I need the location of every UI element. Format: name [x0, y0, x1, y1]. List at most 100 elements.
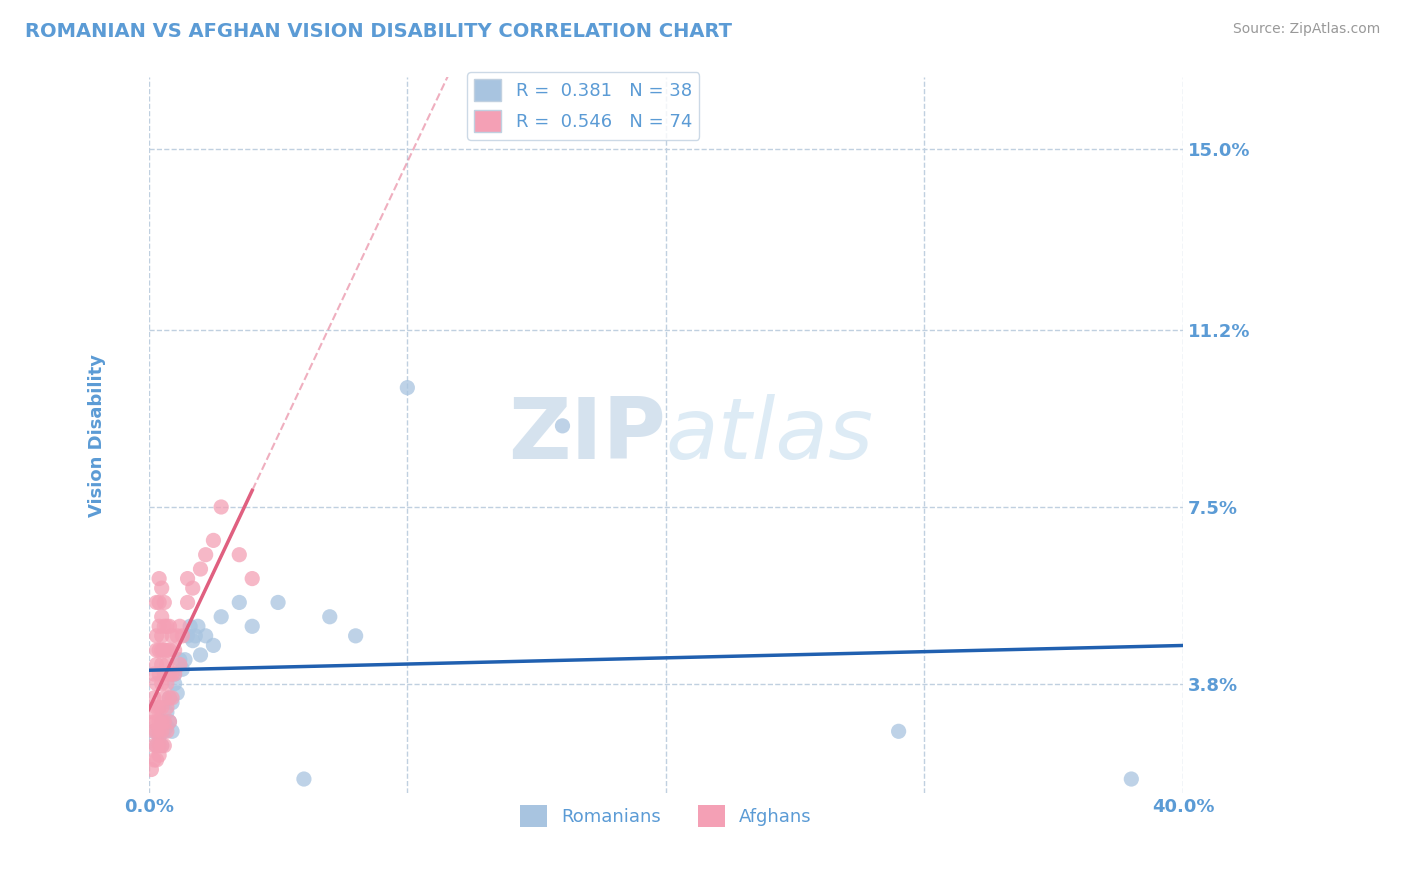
Point — [153, 619, 176, 633]
Point — [150, 643, 173, 657]
Point — [163, 676, 186, 690]
Point — [145, 739, 167, 753]
Point — [190, 648, 212, 662]
Point — [156, 700, 179, 714]
Point — [190, 562, 212, 576]
Point — [150, 700, 173, 714]
Point — [160, 696, 183, 710]
Point — [145, 629, 167, 643]
Point — [148, 619, 170, 633]
Point — [202, 639, 225, 653]
Point — [148, 739, 170, 753]
Point — [160, 667, 183, 681]
Point — [172, 629, 194, 643]
Point — [187, 619, 209, 633]
Point — [156, 705, 179, 719]
Point — [292, 772, 315, 786]
Point — [153, 595, 176, 609]
Point — [150, 739, 173, 753]
Point — [153, 643, 176, 657]
Point — [228, 548, 250, 562]
Point — [163, 643, 186, 657]
Point — [160, 629, 183, 643]
Point — [153, 724, 176, 739]
Point — [145, 657, 167, 672]
Point — [159, 714, 181, 729]
Legend: Romanians, Afghans: Romanians, Afghans — [513, 798, 818, 834]
Point — [156, 719, 179, 733]
Point — [145, 739, 167, 753]
Point — [148, 729, 170, 743]
Point — [176, 572, 198, 586]
Point — [142, 690, 165, 705]
Point — [156, 643, 179, 657]
Point — [179, 619, 201, 633]
Point — [396, 381, 419, 395]
Point — [159, 667, 181, 681]
Point — [181, 581, 204, 595]
Point — [159, 714, 181, 729]
Point — [181, 633, 204, 648]
Point — [240, 619, 263, 633]
Point — [145, 724, 167, 739]
Point — [142, 714, 165, 729]
Point — [169, 619, 191, 633]
Point — [148, 667, 170, 681]
Point — [150, 714, 173, 729]
Text: Source: ZipAtlas.com: Source: ZipAtlas.com — [1233, 22, 1381, 37]
Point — [142, 667, 165, 681]
Point — [142, 724, 165, 739]
Point — [169, 657, 191, 672]
Point — [344, 629, 367, 643]
Point — [267, 595, 290, 609]
Point — [172, 662, 194, 676]
Point — [174, 653, 197, 667]
Point — [160, 690, 183, 705]
Point — [148, 572, 170, 586]
Point — [156, 619, 179, 633]
Point — [148, 700, 170, 714]
Text: Vision Disability: Vision Disability — [89, 354, 105, 516]
Point — [150, 609, 173, 624]
Point — [1121, 772, 1143, 786]
Point — [150, 629, 173, 643]
Point — [159, 619, 181, 633]
Point — [163, 667, 186, 681]
Point — [150, 724, 173, 739]
Point — [194, 548, 217, 562]
Point — [209, 500, 232, 514]
Point — [153, 739, 176, 753]
Point — [153, 714, 176, 729]
Point — [166, 686, 188, 700]
Point — [184, 629, 207, 643]
Point — [150, 739, 173, 753]
Point — [153, 714, 176, 729]
Point — [145, 714, 167, 729]
Point — [153, 690, 176, 705]
Point — [176, 595, 198, 609]
Point — [166, 629, 188, 643]
Text: ZIP: ZIP — [508, 394, 666, 477]
Point — [150, 676, 173, 690]
Point — [159, 690, 181, 705]
Point — [145, 595, 167, 609]
Point — [142, 753, 165, 767]
Text: ROMANIAN VS AFGHAN VISION DISABILITY CORRELATION CHART: ROMANIAN VS AFGHAN VISION DISABILITY COR… — [25, 22, 733, 41]
Point — [551, 418, 574, 433]
Point — [148, 714, 170, 729]
Point — [142, 705, 165, 719]
Point — [153, 667, 176, 681]
Point — [228, 595, 250, 609]
Point — [148, 724, 170, 739]
Point — [169, 653, 191, 667]
Point — [145, 700, 167, 714]
Point — [142, 724, 165, 739]
Point — [159, 643, 181, 657]
Point — [156, 657, 179, 672]
Point — [209, 609, 232, 624]
Point — [148, 643, 170, 657]
Point — [141, 763, 163, 777]
Text: atlas: atlas — [666, 394, 875, 477]
Point — [887, 724, 910, 739]
Point — [142, 739, 165, 753]
